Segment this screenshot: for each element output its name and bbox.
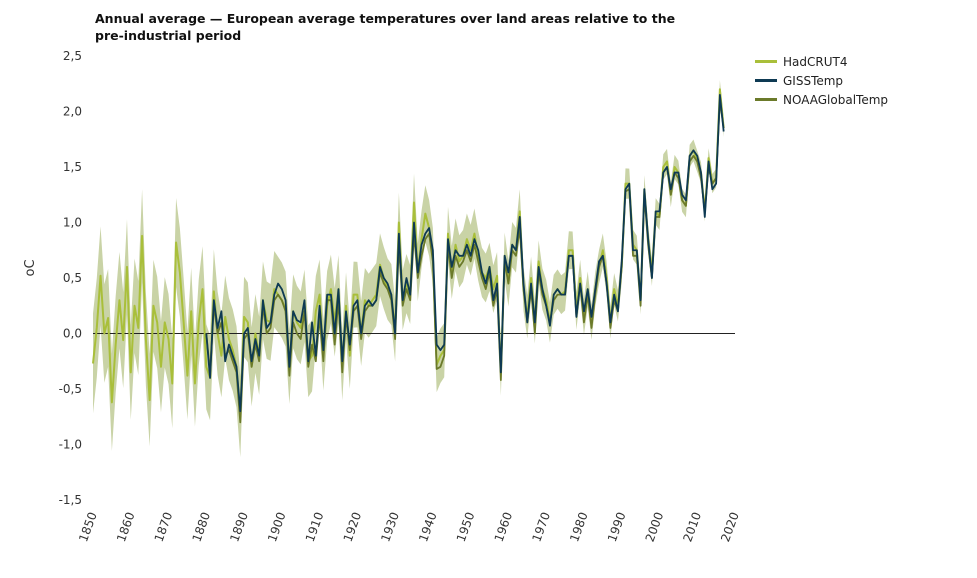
series-lines-group: [92, 88, 725, 424]
y-tick-label: 1,0: [63, 216, 82, 230]
series-line-gisstemp: [205, 93, 725, 413]
legend-item-gisstemp[interactable]: GISSTemp: [755, 71, 888, 90]
uncertainty-band-group: [93, 80, 724, 458]
x-tick-label: 2010: [680, 510, 704, 543]
y-tick-label: 2,5: [63, 49, 82, 63]
y-ticks-group: 2,5 2,0 1,5 1,0 0,5 0,0 -0,5 -1,0 -1,5: [59, 49, 82, 507]
legend-label-noaaglobaltemp: NOAAGlobalTemp: [783, 92, 889, 107]
legend-item-noaaglobaltemp[interactable]: NOAAGlobalTemp: [755, 90, 888, 109]
y-tick-label: -0,5: [59, 382, 82, 396]
x-tick-label: 2000: [643, 510, 667, 543]
uncertainty-band: [93, 80, 724, 458]
y-axis-label: oC: [23, 259, 38, 276]
y-tick-label: 0,0: [63, 327, 82, 341]
series-line-hadcrut4: [92, 88, 725, 418]
x-tick-label: 1940: [416, 510, 440, 543]
chart-title: Annual average — European average temper…: [95, 11, 676, 43]
y-tick-label: 0,5: [63, 271, 82, 285]
x-tick-label: 1960: [492, 510, 516, 543]
x-tick-label: 1870: [152, 510, 176, 543]
y-axis-label-group: oC: [23, 259, 38, 276]
x-tick-label: 1990: [605, 510, 629, 543]
y-tick-label: 1,5: [63, 160, 82, 174]
y-tick-label: 2,0: [63, 105, 82, 119]
x-tick-label: 1950: [454, 510, 478, 543]
x-tick-label: 2020: [718, 510, 742, 543]
x-tick-label: 1930: [378, 510, 402, 543]
legend-swatch-hadcrut4: [755, 60, 777, 63]
x-tick-label: 1920: [341, 510, 365, 543]
x-tick-label: 1980: [567, 510, 591, 543]
x-tick-label: 1910: [303, 510, 327, 543]
x-tick-label: 1880: [190, 510, 214, 543]
legend-swatch-gisstemp: [755, 79, 777, 82]
x-tick-label: 1970: [529, 510, 553, 543]
x-tick-label: 1860: [114, 510, 138, 543]
legend-item-hadcrut4[interactable]: HadCRUT4: [755, 52, 888, 71]
x-tick-label: 1850: [76, 510, 100, 543]
legend: HadCRUT4 GISSTemp NOAAGlobalTemp: [755, 52, 888, 109]
legend-swatch-noaaglobaltemp: [755, 98, 777, 101]
x-tick-label: 1900: [265, 510, 289, 543]
y-tick-label: -1,5: [59, 493, 82, 507]
legend-label-gisstemp: GISSTemp: [783, 73, 844, 88]
x-ticks-group: 1850 1860 1870 1880 1890 1900 1910 1920 1930 1940…: [76, 510, 742, 543]
legend-label-hadcrut4: HadCRUT4: [783, 54, 848, 69]
y-tick-label: -1,0: [59, 438, 82, 452]
x-tick-label: 1890: [227, 510, 251, 543]
